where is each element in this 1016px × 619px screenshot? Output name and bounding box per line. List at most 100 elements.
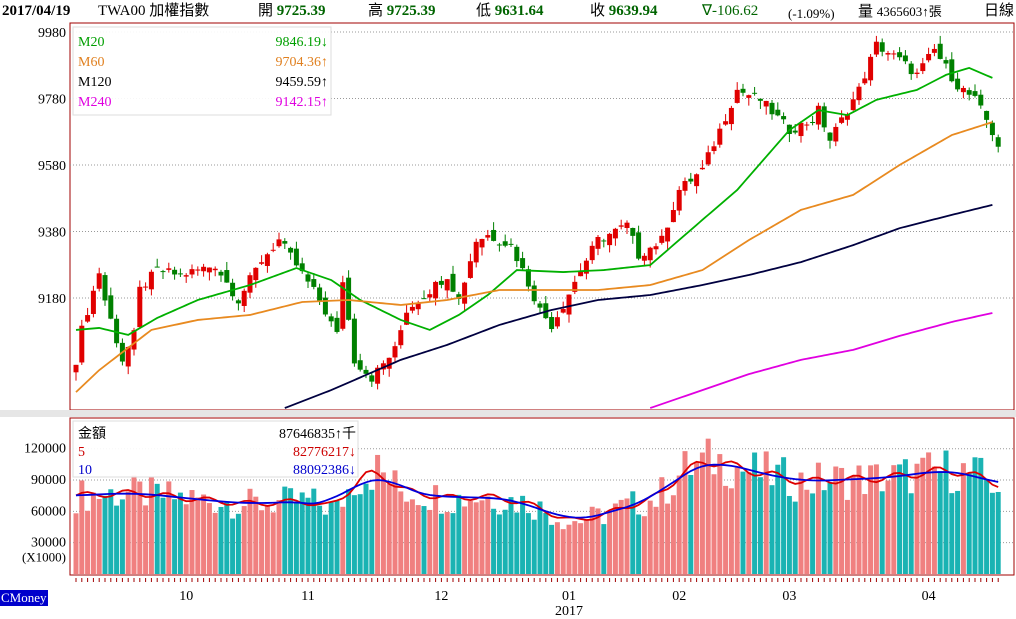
candle-body <box>578 271 584 277</box>
candle-body <box>438 280 444 285</box>
volume-bar <box>723 485 729 574</box>
volume-bar <box>79 480 85 574</box>
candle-body <box>467 261 473 278</box>
candle-body <box>241 290 247 306</box>
candle-body <box>839 117 845 123</box>
candle-body <box>705 152 711 165</box>
volume-bar <box>717 454 723 574</box>
volume-bar <box>972 457 978 574</box>
volume-bar <box>833 466 839 574</box>
candle-body <box>404 312 410 325</box>
candle-body <box>189 269 195 275</box>
volume-bar <box>537 501 543 574</box>
volume-bar <box>322 514 328 574</box>
volume-bar <box>908 493 914 574</box>
volume-bar <box>670 495 676 574</box>
panel-splitter[interactable] <box>0 410 1016 417</box>
candle-body <box>618 225 624 227</box>
candle-body <box>757 98 763 101</box>
legend-name: M60 <box>78 55 104 70</box>
candle-body <box>885 53 891 55</box>
volume-bar <box>195 497 201 574</box>
change-pct: (-1.09%) <box>788 6 835 21</box>
candle-body <box>102 275 108 301</box>
volume-bar <box>757 477 763 574</box>
volume-bar <box>363 483 369 574</box>
legend-name: M240 <box>78 95 111 110</box>
candle-body <box>995 137 1001 147</box>
volume-bar <box>612 503 618 574</box>
volume-bar <box>781 457 787 574</box>
volume-bar <box>728 488 734 574</box>
candle-body <box>665 227 671 242</box>
volume-value: 4365603↑張 <box>876 4 942 19</box>
volume-bar <box>815 462 821 574</box>
change-value: ∇-106.62 <box>702 3 759 19</box>
volume-bar <box>897 464 903 574</box>
candle-body <box>386 357 392 369</box>
volume-unit-label: (X1000) <box>22 550 66 565</box>
candle-body <box>380 363 386 370</box>
volume-bar <box>746 472 752 574</box>
volume-bar <box>636 514 642 574</box>
volume-bar <box>589 506 595 574</box>
volume-tick-label: 30000 <box>31 536 66 551</box>
volume-bar <box>641 516 647 574</box>
date: 2017/04/19 <box>2 3 71 19</box>
candle-body <box>369 375 375 382</box>
volume-bar <box>943 450 949 574</box>
volume-bar <box>253 496 259 574</box>
volume-bar <box>433 485 439 574</box>
volume-bar <box>96 498 102 574</box>
ma-line-m60 <box>75 121 993 393</box>
candle-body <box>949 59 955 82</box>
volume-bar <box>467 500 473 574</box>
volume-bar <box>554 522 560 574</box>
volume-bar <box>201 494 207 574</box>
candle-body <box>914 72 920 74</box>
candle-body <box>160 271 166 273</box>
volume-bar <box>496 514 502 574</box>
volume-bar <box>328 501 334 574</box>
volume-bar <box>786 495 792 574</box>
volume-bar <box>937 471 943 574</box>
candle-body <box>90 290 96 314</box>
candle-body <box>427 294 433 298</box>
volume-bar <box>676 475 682 574</box>
candle-body <box>195 269 201 271</box>
volume-bar <box>682 451 688 574</box>
candle-body <box>334 317 340 332</box>
candle-body <box>607 233 613 246</box>
candle-body <box>235 300 241 304</box>
volume-bar <box>955 490 961 574</box>
close-value: 9639.94 <box>608 3 658 19</box>
candle-body <box>804 124 810 126</box>
candle-body <box>792 130 798 133</box>
volume-bar <box>711 474 717 574</box>
candle-body <box>259 262 265 264</box>
volume-bar <box>427 509 433 574</box>
volume-bar <box>995 491 1001 574</box>
candle-body <box>166 268 172 270</box>
volume-bar <box>578 523 584 574</box>
volume-bar <box>531 519 537 574</box>
candle-body <box>752 92 758 94</box>
month-label: 12 <box>434 589 448 604</box>
candle-body <box>781 116 787 120</box>
volume-bar <box>259 510 265 574</box>
volume-bar <box>566 524 572 574</box>
period-selector[interactable]: 日線 <box>983 3 1014 19</box>
candle-body <box>978 94 984 106</box>
candle-body <box>601 240 607 242</box>
candle-body <box>108 295 114 319</box>
volume-legend-value: 88092386↓ <box>293 463 356 478</box>
candle-body <box>96 273 102 289</box>
volume-bar <box>502 509 508 574</box>
volume-bar <box>583 520 589 574</box>
candle-body <box>682 181 688 191</box>
candle-body <box>589 245 595 261</box>
candle-body <box>375 367 381 384</box>
volume-bar <box>508 497 514 574</box>
